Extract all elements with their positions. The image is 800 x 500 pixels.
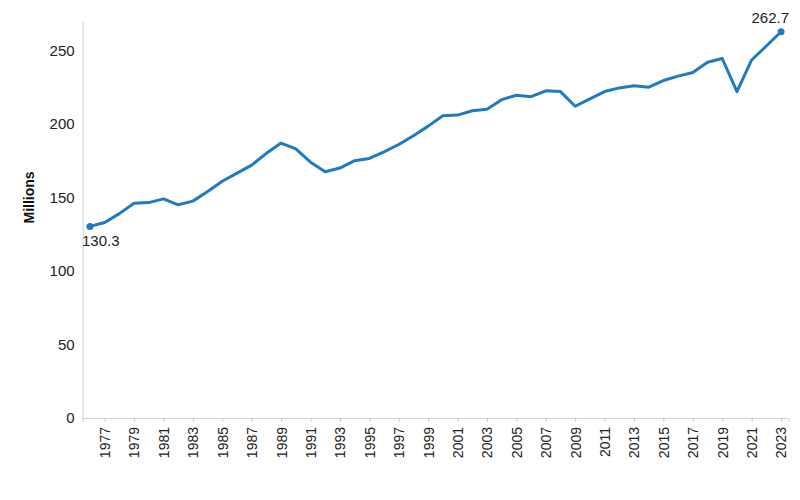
x-tick-mark [575, 418, 576, 422]
y-tick: 100 [50, 262, 83, 279]
plot: 0501001502002501977197919811983198519871… [50, 9, 790, 458]
endpoint-dot [86, 223, 93, 230]
x-tick: 2005 [509, 418, 525, 458]
x-tick: 2015 [656, 418, 672, 458]
y-tick-label: 200 [50, 115, 75, 132]
x-tick-mark [752, 418, 753, 422]
x-tick: 1983 [185, 418, 201, 458]
x-tick-label: 1989 [274, 427, 290, 458]
y-tick: 250 [50, 42, 83, 59]
y-tick: 200 [50, 115, 83, 132]
endpoint-dot [778, 28, 785, 35]
x-tick: 1997 [391, 418, 407, 458]
x-tick: 2007 [538, 418, 554, 458]
x-axis-line [83, 419, 789, 423]
x-tick: 1989 [274, 418, 290, 458]
y-tick-label: 0 [66, 409, 74, 426]
x-tick-mark [340, 418, 341, 422]
x-tick: 2001 [450, 418, 466, 458]
y-tick-label: 100 [50, 262, 75, 279]
y-tick: 150 [50, 189, 83, 206]
x-tick-mark [487, 418, 488, 422]
x-tick-mark [281, 418, 282, 422]
x-tick-label: 1993 [332, 427, 348, 458]
x-tick-mark [222, 418, 223, 422]
x-axis: 1977 1979 1981 1983 1985 1987 1989 1991 1993 1995… [83, 418, 789, 458]
x-tick-label: 1987 [244, 427, 260, 458]
x-tick: 1999 [421, 418, 437, 458]
x-tick-label: 1997 [391, 427, 407, 458]
x-tick-mark [163, 418, 164, 422]
x-tick-mark [605, 418, 606, 422]
x-tick: 2017 [685, 418, 701, 458]
x-tick-label: 2011 [597, 427, 613, 457]
line [90, 32, 781, 227]
x-tick-mark [516, 418, 517, 422]
y-tick-label: 250 [50, 42, 75, 59]
x-tick: 1979 [126, 418, 142, 458]
x-tick-label: 1995 [362, 427, 378, 458]
y-axis-title: Millions [21, 171, 37, 223]
x-tick-mark [369, 418, 370, 422]
x-tick: 1985 [215, 418, 231, 458]
x-tick-mark [722, 418, 723, 422]
x-tick-mark [399, 418, 400, 422]
x-tick-mark [634, 418, 635, 422]
x-tick: 1991 [303, 418, 319, 458]
x-tick-label: 2015 [656, 427, 672, 458]
x-tick: 2021 [744, 418, 760, 458]
x-tick-mark [134, 418, 135, 422]
x-tick: 2013 [626, 418, 642, 458]
x-tick-label: 2019 [715, 427, 731, 458]
chart: 0501001502002501977197919811983198519871… [0, 0, 800, 500]
annotation: 130.3 [82, 232, 120, 249]
x-tick-label: 1985 [215, 427, 231, 458]
x-tick: 2003 [479, 418, 495, 458]
y-axis-line [83, 22, 84, 419]
x-tick-label: 2007 [538, 427, 554, 458]
x-tick-label: 2005 [509, 427, 525, 458]
x-tick-label: 2017 [685, 427, 701, 458]
x-tick: 1977 [97, 418, 113, 458]
x-tick: 1987 [244, 418, 260, 458]
x-tick: 2023 [773, 418, 789, 458]
y-tick: 50 [58, 336, 83, 353]
x-tick-mark [546, 418, 547, 422]
y-tick: 0 [66, 409, 82, 426]
x-tick-mark [252, 418, 253, 422]
y-tick-label: 50 [58, 336, 75, 353]
x-tick-label: 2009 [568, 427, 584, 458]
x-tick: 1995 [362, 418, 378, 458]
x-tick-mark [193, 418, 194, 422]
marks [86, 28, 784, 230]
x-tick-mark [458, 418, 459, 422]
x-tick-label: 1981 [156, 427, 172, 458]
x-tick-label: 2013 [626, 427, 642, 458]
x-tick: 2019 [715, 418, 731, 458]
x-tick-label: 2001 [450, 427, 466, 458]
x-tick-mark [105, 418, 106, 422]
x-tick-mark [663, 418, 664, 422]
x-tick-label: 1977 [97, 427, 113, 458]
x-tick-label: 1991 [303, 427, 319, 458]
x-tick-label: 1983 [185, 427, 201, 458]
x-tick-mark [693, 418, 694, 422]
x-tick-label: 2021 [744, 427, 760, 458]
x-tick-label: 2003 [479, 427, 495, 458]
x-tick-label: 1979 [126, 427, 142, 458]
x-tick: 1981 [156, 418, 172, 458]
x-tick: 2009 [568, 418, 584, 458]
x-tick-mark [311, 418, 312, 422]
y-axis: 0 50 100 150 200 250 [50, 22, 84, 427]
x-tick-mark [781, 418, 782, 422]
x-tick-label: 2023 [773, 427, 789, 458]
x-tick: 1993 [332, 418, 348, 458]
x-tick: 2011 [597, 418, 613, 457]
y-tick-label: 150 [50, 189, 75, 206]
annotation: 262.7 [752, 9, 790, 26]
x-tick-label: 1999 [421, 427, 437, 458]
x-tick-mark [428, 418, 429, 422]
